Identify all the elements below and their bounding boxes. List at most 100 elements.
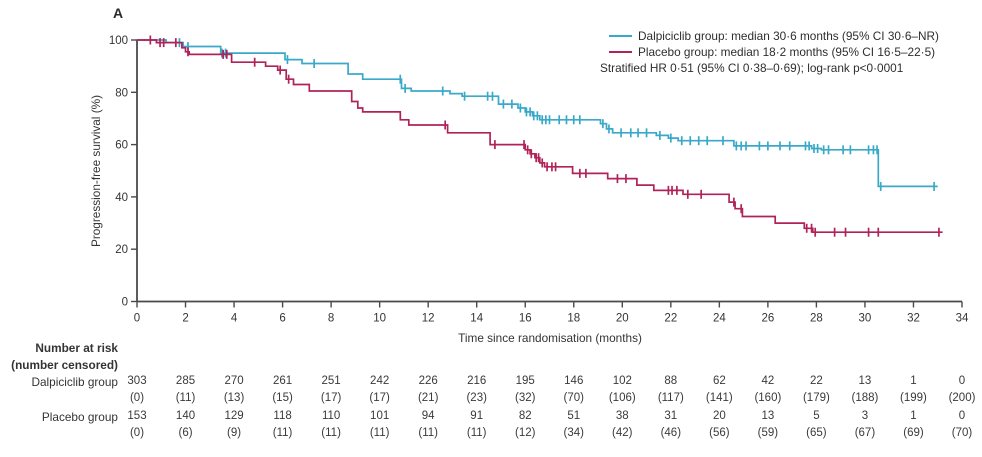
risk-count: 285 bbox=[175, 375, 196, 387]
x-tick-label: 10 bbox=[373, 313, 386, 325]
risk-count: 51 bbox=[567, 410, 581, 422]
censored-count: (23) bbox=[466, 392, 487, 404]
censored-count: (17) bbox=[320, 392, 342, 404]
censored-count: (0) bbox=[129, 427, 145, 439]
censored-count: (141) bbox=[705, 392, 733, 404]
censored-count: (11) bbox=[175, 392, 196, 404]
censored-count: (0) bbox=[129, 392, 145, 404]
censored-count: (117) bbox=[657, 392, 684, 404]
risk-count: 129 bbox=[224, 410, 244, 422]
legend: Dalpiciclib group: median 30·6 months (9… bbox=[600, 28, 939, 76]
risk-row-label-dalpiciclib: Dalpiciclib group bbox=[31, 375, 118, 389]
placebo-line-swatch bbox=[609, 51, 632, 53]
y-tick-label: 20 bbox=[115, 244, 128, 256]
risk-count: 22 bbox=[810, 375, 823, 387]
censored-count: (160) bbox=[754, 392, 782, 404]
x-tick-label: 6 bbox=[279, 313, 285, 325]
x-tick-label: 12 bbox=[422, 313, 435, 325]
risk-count: 0 bbox=[958, 375, 966, 387]
censored-count: (11) bbox=[369, 427, 390, 439]
censored-count: (11) bbox=[272, 427, 293, 439]
risk-count: 20 bbox=[712, 410, 726, 422]
censored-count: (13) bbox=[223, 392, 245, 404]
y-tick-label: 80 bbox=[115, 87, 128, 99]
risk-count: 0 bbox=[958, 410, 966, 422]
x-tick-label: 26 bbox=[761, 313, 774, 325]
censored-count: (17) bbox=[369, 392, 390, 404]
risk-count: 118 bbox=[273, 410, 292, 422]
risk-count: 251 bbox=[321, 375, 341, 387]
risk-count: 1 bbox=[910, 410, 917, 422]
risk-count: 88 bbox=[664, 375, 678, 387]
risk-count: 261 bbox=[272, 375, 293, 387]
censored-count: (59) bbox=[757, 427, 779, 439]
risk-count: 5 bbox=[813, 410, 820, 422]
legend-entry-dalpiciclib: Dalpiciclib group: median 30·6 months (9… bbox=[600, 28, 939, 44]
risk-count: 153 bbox=[127, 410, 147, 422]
risk-count: 91 bbox=[470, 410, 484, 422]
risk-count: 38 bbox=[615, 410, 629, 422]
hazard-ratio-note: Stratified HR 0·51 (95% CI 0·38–0·69); l… bbox=[600, 61, 904, 75]
censored-count: (200) bbox=[948, 392, 976, 404]
y-tick-label: 100 bbox=[109, 35, 128, 47]
risk-row-label-placebo: Placebo group bbox=[41, 410, 118, 424]
y-tick-label: 40 bbox=[115, 192, 128, 204]
risk-count: 303 bbox=[127, 375, 147, 387]
censored-count: (11) bbox=[418, 427, 438, 439]
placebo-survival-curve bbox=[137, 39, 943, 234]
x-tick-label: 16 bbox=[519, 313, 532, 325]
risk-count: 82 bbox=[518, 410, 532, 422]
censored-count: (6) bbox=[178, 427, 193, 439]
censored-count: (9) bbox=[227, 427, 242, 439]
risk-count: 13 bbox=[761, 410, 775, 422]
x-tick-label: 24 bbox=[713, 313, 726, 325]
censored-count: (12) bbox=[515, 427, 536, 439]
censored-count: (46) bbox=[660, 427, 682, 439]
x-tick-label: 4 bbox=[231, 313, 238, 325]
axis-lines bbox=[136, 40, 962, 303]
censored-count: (199) bbox=[900, 392, 927, 404]
risk-count: 3 bbox=[861, 410, 869, 422]
x-tick-label: 34 bbox=[956, 313, 969, 325]
x-tick-label: 22 bbox=[664, 313, 677, 325]
risk-count: 31 bbox=[664, 410, 678, 422]
x-tick-label: 2 bbox=[182, 313, 188, 325]
risk-count: 42 bbox=[761, 375, 775, 387]
censored-count: (179) bbox=[802, 392, 830, 404]
censored-count: (15) bbox=[272, 392, 293, 404]
x-axis-label: Time since randomisation (months) bbox=[458, 331, 642, 345]
censored-count: (21) bbox=[417, 392, 439, 404]
censored-count: (34) bbox=[563, 427, 584, 439]
y-tick-label: 60 bbox=[115, 140, 128, 152]
dalpiciclib-survival-curve bbox=[137, 39, 938, 188]
censored-count: (106) bbox=[608, 392, 636, 404]
risk-count: 242 bbox=[370, 375, 390, 387]
risk-table-title: Number at risk bbox=[35, 341, 118, 355]
risk-count: 62 bbox=[712, 375, 726, 387]
risk-count: 1 bbox=[910, 375, 917, 387]
censored-count: (69) bbox=[903, 427, 924, 439]
risk-count: 94 bbox=[421, 410, 435, 422]
x-tick-label: 18 bbox=[567, 313, 580, 325]
risk-count: 102 bbox=[612, 375, 632, 387]
risk-count: 146 bbox=[564, 375, 584, 387]
censored-count: (56) bbox=[709, 427, 730, 439]
legend-label-dalpiciclib: Dalpiciclib group: median 30·6 months (9… bbox=[638, 29, 939, 43]
censored-count: (65) bbox=[806, 427, 827, 439]
censored-count: (32) bbox=[515, 392, 536, 404]
x-tick-label: 20 bbox=[616, 313, 629, 325]
risk-count: 13 bbox=[858, 375, 872, 387]
censored-count: (67) bbox=[854, 427, 876, 439]
y-tick-label: 0 bbox=[122, 297, 128, 309]
x-tick-label: 32 bbox=[907, 313, 920, 325]
censored-count: (70) bbox=[951, 427, 973, 439]
x-tick-label: 30 bbox=[859, 313, 872, 325]
censored-count: (11) bbox=[466, 427, 487, 439]
risk-count: 140 bbox=[175, 410, 196, 422]
risk-count: 216 bbox=[467, 375, 487, 387]
risk-count: 270 bbox=[224, 375, 244, 387]
x-tick-label: 8 bbox=[328, 313, 334, 325]
legend-label-placebo: Placebo group: median 18·2 months (95% C… bbox=[638, 45, 936, 59]
